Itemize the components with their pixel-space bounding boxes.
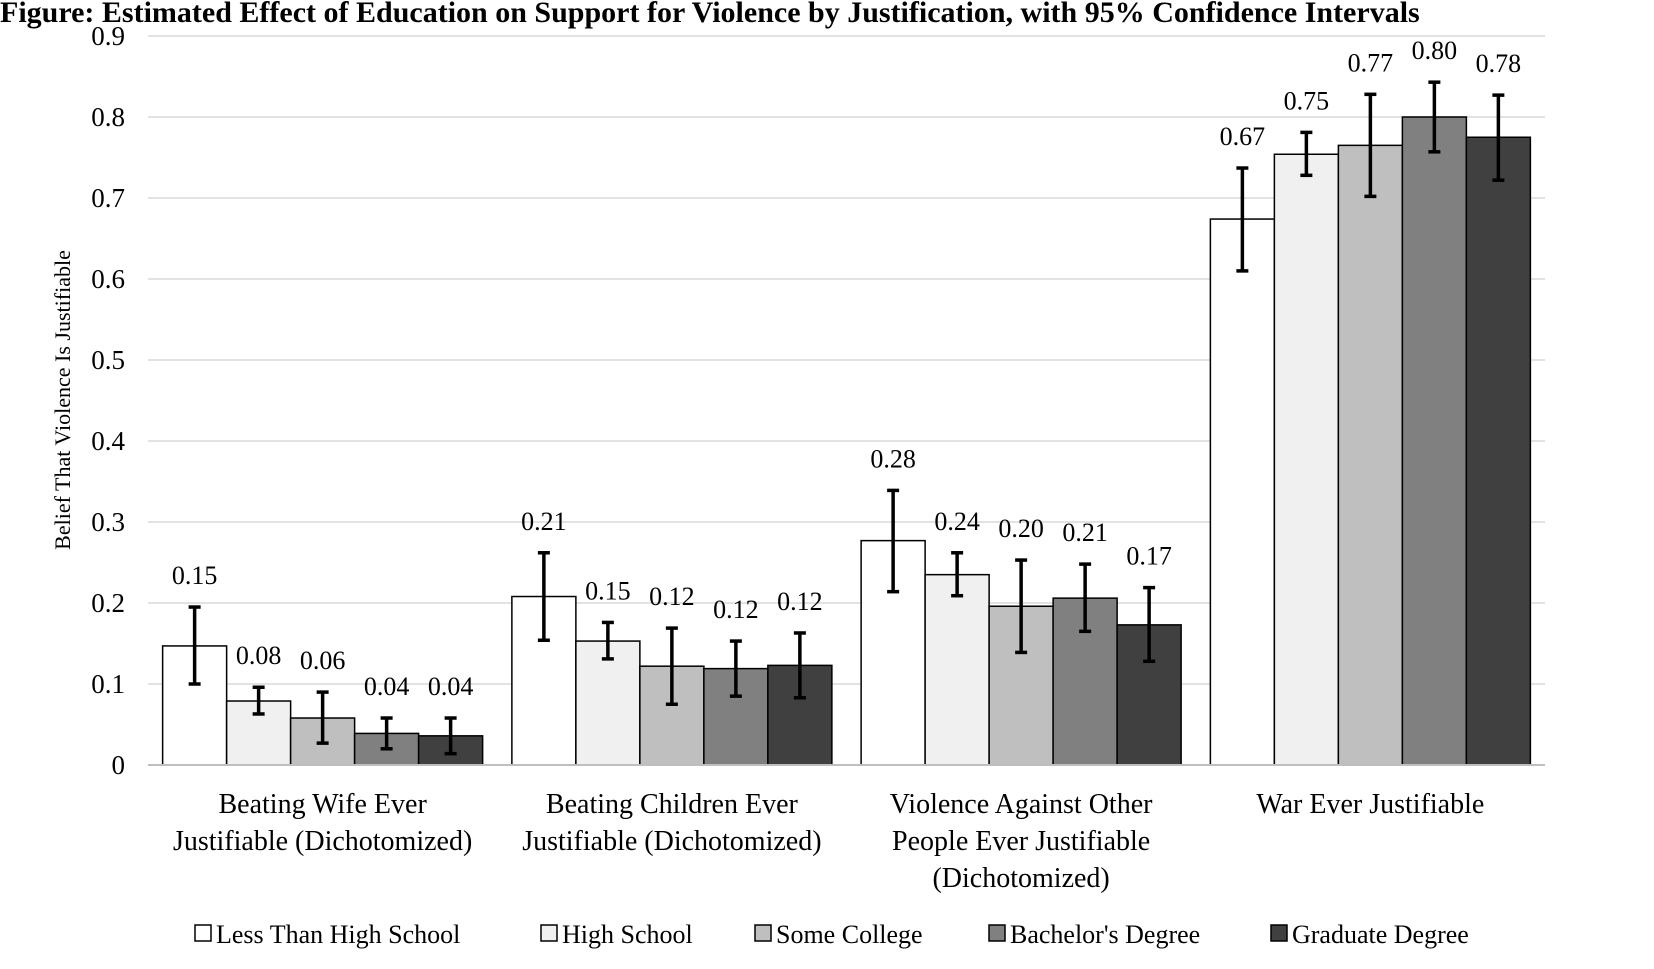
y-tick-label: 0 [112,750,126,780]
bar [1337,144,1404,766]
legend-swatch [1270,924,1288,942]
data-label: 0.15 [172,561,218,590]
legend-swatch [194,924,212,942]
data-label: 0.08 [236,641,282,670]
chart-title: Figure: Estimated Effect of Education on… [0,0,1420,29]
y-tick-label: 0.3 [91,507,125,537]
data-label: 0.12 [649,582,695,611]
y-axis-title: Belief That Violence Is Justifiable [50,250,75,550]
gridlines [148,35,1545,685]
y-tick-label: 0.2 [91,588,125,618]
data-label: 0.21 [1062,518,1108,547]
bar [1273,153,1340,766]
data-label: 0.15 [585,576,631,605]
legend-swatch [540,924,558,942]
data-label: 0.28 [870,444,916,473]
error-bars [188,80,1505,756]
data-label: 0.24 [934,507,980,536]
data-label: 0.17 [1126,542,1172,571]
data-label: 0.78 [1476,49,1522,78]
y-tick-label: 0.7 [91,183,125,213]
data-label: 0.67 [1220,122,1266,151]
y-tick-label: 0.1 [91,669,125,699]
category-label: Beating Wife Ever [218,789,427,820]
data-label: 0.75 [1284,86,1330,115]
category-label: Beating Children Ever [546,789,799,820]
y-axis-tick-labels: 0 0.1 0.2 0.3 0.4 0.5 0.6 0.7 0.8 0.9 [91,21,125,780]
data-label: 0.80 [1412,36,1458,65]
y-tick-label: 0.4 [91,426,125,456]
category-label: People Ever Justifiable [892,826,1150,857]
category-label: Justifiable (Dichotomized) [173,826,472,857]
data-label: 0.77 [1348,48,1394,77]
bar [924,573,990,766]
data-labels: 0.15 0.08 0.06 0.04 0.04 0.21 0.15 0.12 0.12 0.12… [172,36,1521,701]
data-label: 0.06 [300,646,346,675]
bars [161,116,1532,766]
y-tick-label: 0.6 [91,264,125,294]
data-label: 0.04 [364,672,410,701]
bar [1209,218,1276,766]
category-label: Justifiable (Dichotomized) [522,826,821,857]
y-tick-label: 0.5 [91,345,125,375]
category-label: (Dichotomized) [932,863,1109,894]
data-label: 0.20 [998,514,1044,543]
legend-label: Graduate Degree [1292,920,1469,949]
bar [1465,136,1532,766]
category-label: Violence Against Other [890,789,1153,820]
category-label: War Ever Justifiable [1256,789,1484,820]
data-label: 0.04 [428,672,474,701]
legend-swatch [988,924,1006,942]
y-tick-label: 0.8 [91,102,125,132]
legend-label: Less Than High School [216,920,460,949]
bar [1401,116,1468,766]
data-label: 0.21 [521,507,567,536]
category-labels: Beating Wife Ever Justifiable (Dichotomiz… [173,789,1484,894]
legend: Less Than High School High School Some Col… [194,920,1469,949]
legend-label: Some College [776,920,923,949]
data-label: 0.12 [713,595,759,624]
y-tick-label: 0.9 [91,21,125,51]
legend-label: High School [562,920,693,949]
legend-swatch [754,924,772,942]
data-label: 0.12 [777,587,823,616]
legend-label: Bachelor's Degree [1010,920,1200,949]
